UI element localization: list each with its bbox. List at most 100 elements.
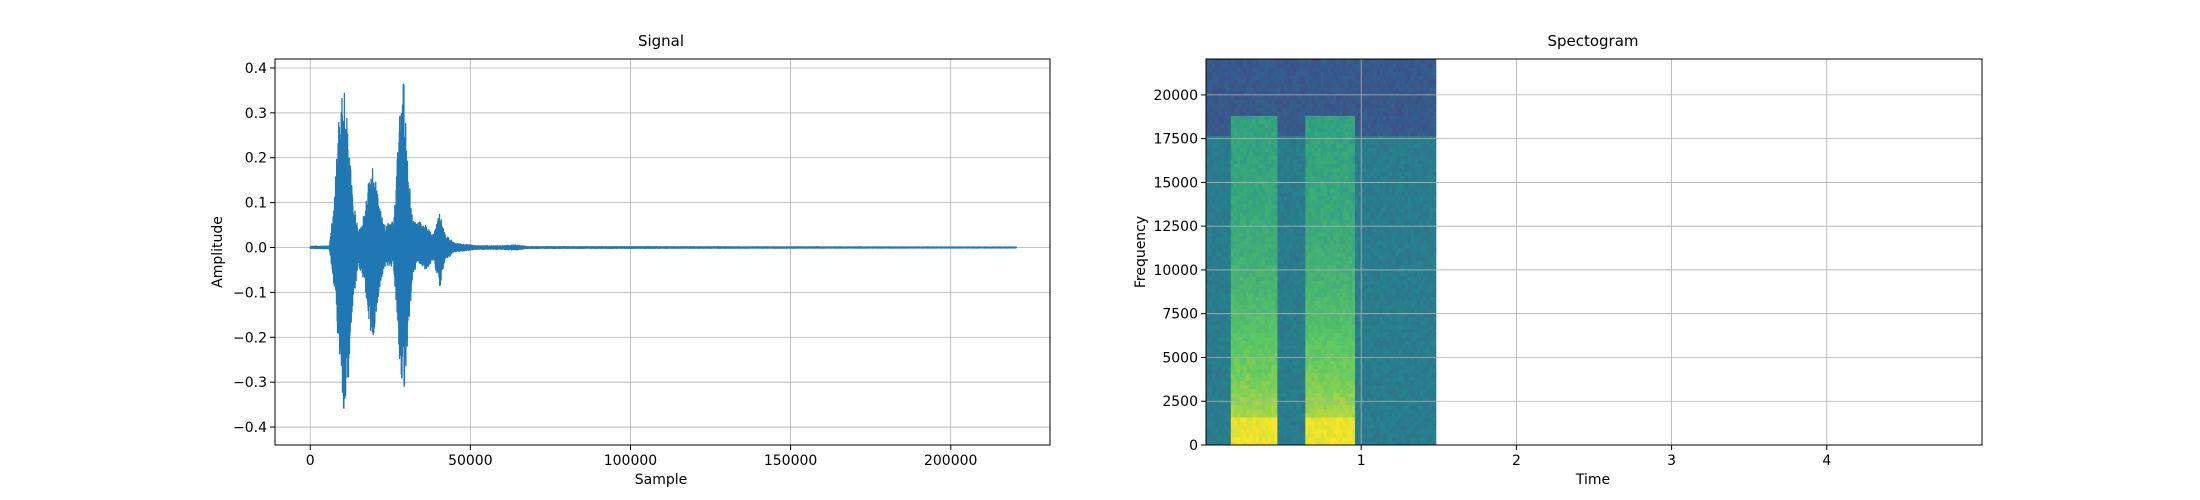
spectogram-cell <box>1354 436 1359 442</box>
spectogram-cell <box>1308 380 1313 386</box>
spectogram-cell <box>1261 308 1266 313</box>
spectogram-cell <box>1314 400 1319 406</box>
spectogram-cell <box>1345 175 1350 181</box>
spectogram-cell <box>1212 79 1216 84</box>
spectogram-cell <box>1345 183 1350 189</box>
spectogram-cell <box>1206 344 1210 350</box>
spectogram-cell <box>1212 256 1216 261</box>
spectogram-cell <box>1289 179 1294 185</box>
spectogram-cell <box>1224 67 1229 72</box>
spectogram-cell <box>1339 272 1344 277</box>
spectogram-cell <box>1252 239 1257 245</box>
spectogram-cell <box>1339 292 1344 297</box>
spectogram-cell <box>1227 380 1232 386</box>
spectogram-cell <box>1249 308 1254 313</box>
spectogram-cell <box>1305 83 1310 88</box>
spectogram-cell <box>1246 324 1251 329</box>
spectogram-cell <box>1243 264 1247 269</box>
spectogram-cell <box>1212 211 1216 217</box>
spectogram-cell <box>1246 171 1251 177</box>
spectogram-cell <box>1227 163 1232 169</box>
spectogram-cell <box>1342 199 1347 205</box>
spectogram-cell <box>1358 396 1362 402</box>
spectogram-cell <box>1345 284 1350 289</box>
spectogram-cell <box>1268 127 1272 132</box>
signal-y-tick-label: 0.2 <box>245 151 267 167</box>
spectogram-cell <box>1249 288 1254 293</box>
spectogram-cell <box>1330 151 1334 157</box>
spectogram-cell <box>1218 83 1223 88</box>
spectogram-cell <box>1305 159 1310 165</box>
spectogram-cell <box>1342 91 1347 96</box>
spectogram-cell <box>1243 147 1247 153</box>
spectogram-cell <box>1227 75 1232 80</box>
spectogram-cell <box>1348 268 1353 273</box>
spectogram-cell <box>1240 175 1244 181</box>
spectogram-cell <box>1243 416 1247 422</box>
spectogram-cell <box>1261 392 1266 398</box>
spectogram-cell <box>1283 87 1288 92</box>
spectogram-cell <box>1308 352 1313 358</box>
spectogram-cell <box>1264 292 1269 297</box>
spectogram-cell <box>1292 396 1297 402</box>
spectogram-cell <box>1280 428 1285 434</box>
spectogram-cell <box>1237 187 1241 193</box>
spectogram-cell <box>1320 203 1325 209</box>
spectogram-cell <box>1246 340 1251 346</box>
spectogram-cell <box>1358 147 1362 153</box>
spectogram-cell <box>1289 99 1294 104</box>
spectogram-cell <box>1230 396 1235 402</box>
spectogram-cell <box>1320 215 1325 221</box>
spectogram-cell <box>1218 71 1223 76</box>
spectogram-cell <box>1252 436 1257 442</box>
spectogram-cell <box>1299 308 1303 313</box>
spectogram-cell <box>1302 412 1306 418</box>
spectogram-cell <box>1246 420 1251 426</box>
spectogram-cell <box>1243 440 1247 445</box>
spectogram-cell <box>1280 127 1285 132</box>
spectogram-cell <box>1218 380 1223 386</box>
spectogram-cell <box>1243 296 1247 301</box>
spectogram-cell <box>1252 59 1257 64</box>
spectogram-cell <box>1345 384 1350 390</box>
spectogram-cell <box>1258 115 1263 120</box>
spectogram-cell <box>1240 187 1244 193</box>
spectogram-cell <box>1296 392 1300 398</box>
spectogram-cell <box>1277 264 1282 269</box>
spectogram-cell <box>1336 380 1341 386</box>
spectogram-cell <box>1246 227 1251 233</box>
spectogram-cell <box>1342 119 1347 124</box>
spectogram-cell <box>1296 424 1300 430</box>
spectogram-cell <box>1233 308 1238 313</box>
spectogram-cell <box>1320 252 1325 257</box>
spectogram-cell <box>1364 352 1368 358</box>
spectogram-cell <box>1209 179 1213 185</box>
spectogram-cell <box>1305 203 1310 209</box>
spectogram-cell <box>1342 432 1347 438</box>
spectogram-cell <box>1271 171 1275 177</box>
spectogram-cell <box>1224 392 1229 398</box>
spectogram-cell <box>1233 340 1238 346</box>
spectogram-cell <box>1274 227 1278 233</box>
spectogram-cell <box>1268 147 1272 153</box>
spectogram-cell <box>1264 276 1269 281</box>
spectogram-cell <box>1286 115 1291 120</box>
spectogram-cell <box>1342 171 1347 177</box>
spectogram-cell <box>1330 167 1334 173</box>
spectogram-cell <box>1339 252 1344 257</box>
spectogram-cell <box>1292 155 1297 161</box>
spectogram-cell <box>1215 191 1220 197</box>
spectogram-cell <box>1336 231 1341 237</box>
spectogram-cell <box>1230 292 1235 297</box>
spectogram-cell <box>1342 111 1347 116</box>
spectogram-cell <box>1286 264 1291 269</box>
spectogram-cell <box>1258 388 1263 394</box>
spectogram-cell <box>1237 284 1241 289</box>
spectogram-cell <box>1227 175 1232 181</box>
spectogram-cell <box>1342 151 1347 157</box>
spectogram-cell <box>1358 388 1362 394</box>
spectogram-cell <box>1327 79 1331 84</box>
spectogram-cell <box>1283 388 1288 394</box>
spectogram-cell <box>1246 264 1251 269</box>
spectogram-cell <box>1305 360 1310 366</box>
